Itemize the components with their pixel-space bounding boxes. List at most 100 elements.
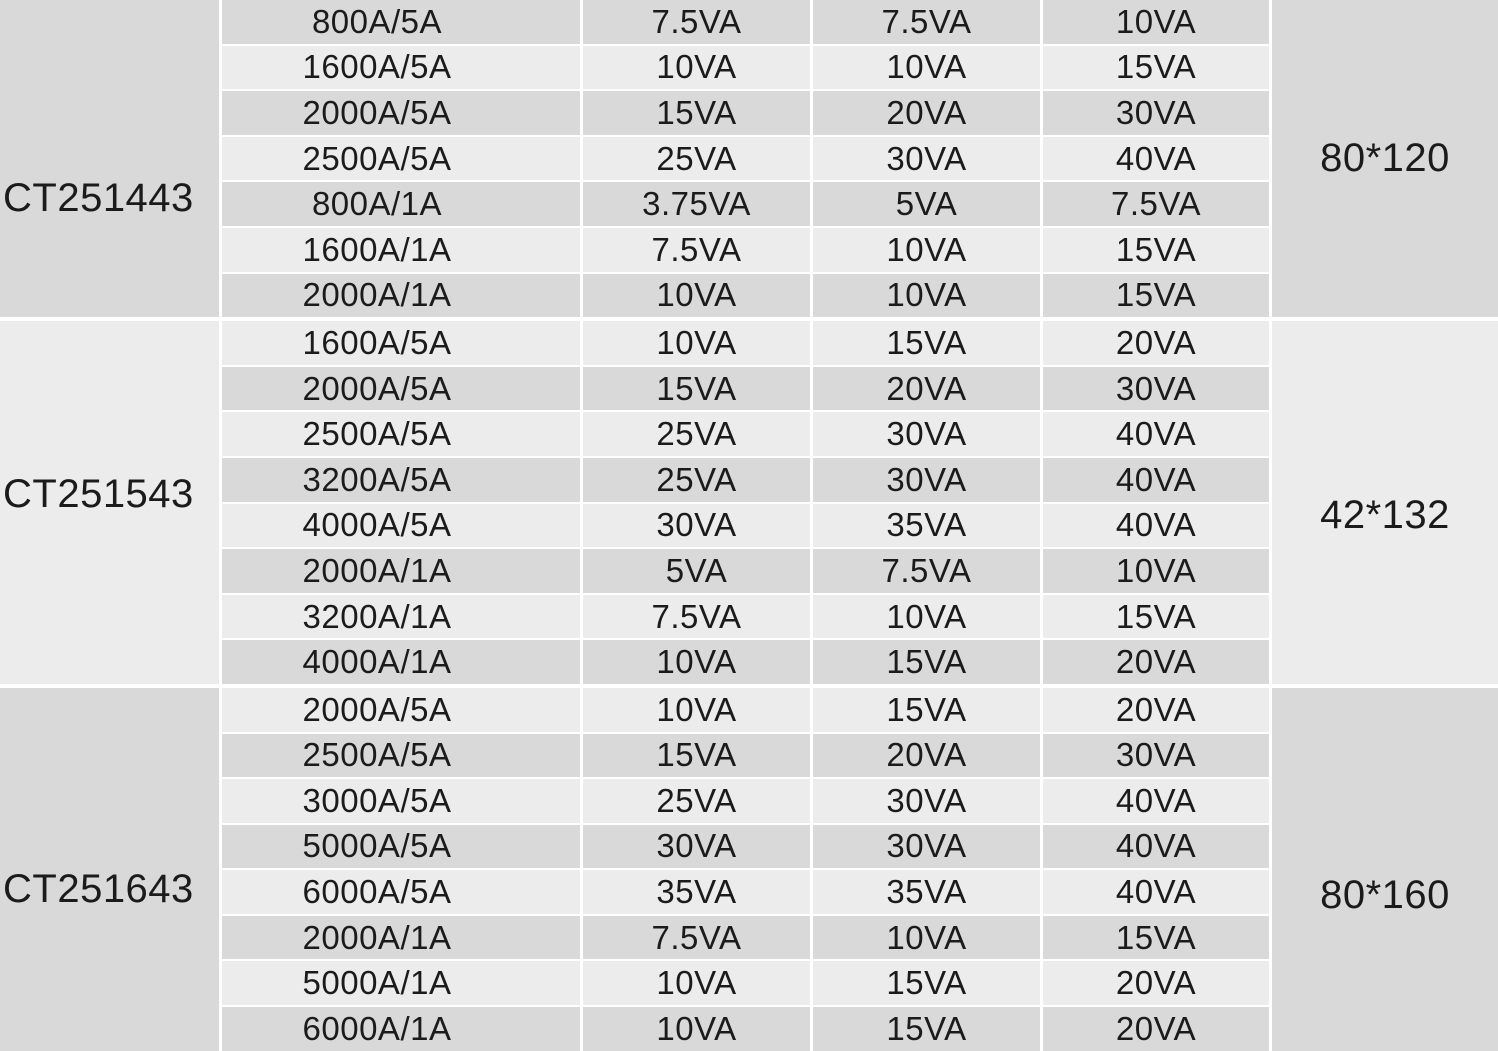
dimensions-label: 80*160 bbox=[1320, 872, 1450, 917]
va-burden-cell: 30VA bbox=[813, 779, 1040, 823]
va-burden-cell: 30VA bbox=[583, 503, 810, 548]
model-section: CT251543 1600A/5A 10VA 15VA 20VA 2000A/5A 15VA… bbox=[0, 321, 1498, 684]
ratio-cell: 4000A/1A bbox=[222, 640, 580, 684]
va-burden-cell: 10VA bbox=[813, 45, 1040, 90]
ratio-cell: 1600A/5A bbox=[222, 45, 580, 90]
va-burden-cell: 15VA bbox=[813, 961, 1040, 1006]
model-label: CT251443 bbox=[3, 176, 194, 221]
model-cell: CT251443 bbox=[0, 0, 219, 318]
va-burden-cell: 7.5VA bbox=[813, 0, 1040, 44]
va-burden-cell: 40VA bbox=[1043, 824, 1269, 869]
va-burden-cell: 30VA bbox=[1043, 366, 1269, 411]
va-burden-cell: 7.5VA bbox=[583, 227, 810, 272]
va-burden-cell: 20VA bbox=[813, 366, 1040, 411]
va-burden-cell: 10VA bbox=[813, 915, 1040, 960]
va-burden-cell: 3.75VA bbox=[583, 182, 810, 226]
va-burden-cell: 40VA bbox=[1043, 136, 1269, 181]
va-burden-cell: 7.5VA bbox=[583, 0, 810, 44]
va-burden-cell: 40VA bbox=[1043, 779, 1269, 823]
va-burden-cell: 10VA bbox=[813, 227, 1040, 272]
ratio-cell: 1600A/5A bbox=[222, 321, 580, 365]
ratio-cell: 6000A/1A bbox=[222, 1007, 580, 1051]
va-burden-cell: 20VA bbox=[813, 91, 1040, 135]
ratio-cell: 2000A/1A bbox=[222, 549, 580, 593]
va-burden-cell: 25VA bbox=[583, 412, 810, 456]
va-burden-cell: 15VA bbox=[813, 687, 1040, 732]
va-burden-cell: 10VA bbox=[583, 1007, 810, 1051]
ratio-cell: 3200A/1A bbox=[222, 594, 580, 639]
va-burden-cell: 30VA bbox=[1043, 91, 1269, 135]
va-burden-cell: 15VA bbox=[813, 1007, 1040, 1051]
va-burden-cell: 35VA bbox=[813, 503, 1040, 548]
dimensions-cell: 42*132 bbox=[1272, 321, 1498, 684]
va-burden-cell: 35VA bbox=[813, 870, 1040, 914]
ratio-cell: 4000A/5A bbox=[222, 503, 580, 548]
va-burden-cell: 40VA bbox=[1043, 870, 1269, 914]
va-burden-cell: 30VA bbox=[813, 412, 1040, 456]
dimensions-cell: 80*120 bbox=[1272, 0, 1498, 318]
ratio-cell: 2500A/5A bbox=[222, 412, 580, 456]
va-burden-cell: 20VA bbox=[1043, 1007, 1269, 1051]
ratio-cell: 3000A/5A bbox=[222, 779, 580, 823]
va-burden-cell: 15VA bbox=[583, 366, 810, 411]
va-burden-cell: 10VA bbox=[583, 687, 810, 732]
va-burden-cell: 20VA bbox=[1043, 687, 1269, 732]
ratio-cell: 2500A/5A bbox=[222, 136, 580, 181]
model-section: CT251643 2000A/5A 10VA 15VA 20VA 2500A/5A 15VA… bbox=[0, 687, 1498, 1051]
va-burden-cell: 15VA bbox=[1043, 227, 1269, 272]
va-burden-cell: 15VA bbox=[1043, 45, 1269, 90]
ratio-cell: 6000A/5A bbox=[222, 870, 580, 914]
ratio-cell: 800A/5A bbox=[222, 0, 580, 44]
va-burden-cell: 15VA bbox=[813, 321, 1040, 365]
model-label: CT251543 bbox=[3, 472, 194, 517]
va-burden-cell: 30VA bbox=[813, 457, 1040, 502]
va-burden-cell: 10VA bbox=[583, 273, 810, 318]
va-burden-cell: 40VA bbox=[1043, 503, 1269, 548]
va-burden-cell: 15VA bbox=[813, 640, 1040, 684]
va-burden-cell: 40VA bbox=[1043, 412, 1269, 456]
va-burden-cell: 15VA bbox=[1043, 594, 1269, 639]
ratio-cell: 2000A/5A bbox=[222, 687, 580, 732]
model-cell: CT251543 bbox=[0, 321, 219, 684]
va-burden-cell: 30VA bbox=[813, 824, 1040, 869]
ratio-cell: 2000A/5A bbox=[222, 366, 580, 411]
model-label: CT251643 bbox=[3, 866, 194, 911]
ratio-cell: 3200A/5A bbox=[222, 457, 580, 502]
dimensions-cell: 80*160 bbox=[1272, 687, 1498, 1051]
va-burden-cell: 10VA bbox=[813, 594, 1040, 639]
va-burden-cell: 10VA bbox=[583, 961, 810, 1006]
va-burden-cell: 5VA bbox=[813, 182, 1040, 226]
ratio-cell: 5000A/1A bbox=[222, 961, 580, 1006]
va-burden-cell: 15VA bbox=[1043, 273, 1269, 318]
dimensions-label: 42*132 bbox=[1320, 493, 1450, 538]
ratio-cell: 2000A/5A bbox=[222, 91, 580, 135]
va-burden-cell: 10VA bbox=[583, 45, 810, 90]
va-burden-cell: 15VA bbox=[583, 733, 810, 778]
va-burden-cell: 7.5VA bbox=[813, 549, 1040, 593]
va-burden-cell: 15VA bbox=[583, 91, 810, 135]
va-burden-cell: 10VA bbox=[583, 321, 810, 365]
model-section: CT251443 800A/5A 7.5VA 7.5VA 10VA 1600A/5A 10V… bbox=[0, 0, 1498, 318]
va-burden-cell: 15VA bbox=[1043, 915, 1269, 960]
va-burden-cell: 20VA bbox=[1043, 640, 1269, 684]
ratio-cell: 800A/1A bbox=[222, 182, 580, 226]
va-burden-cell: 10VA bbox=[583, 640, 810, 684]
va-burden-cell: 30VA bbox=[1043, 733, 1269, 778]
va-burden-cell: 25VA bbox=[583, 457, 810, 502]
ratio-cell: 5000A/5A bbox=[222, 824, 580, 869]
va-burden-cell: 25VA bbox=[583, 779, 810, 823]
model-cell: CT251643 bbox=[0, 687, 219, 1051]
va-burden-cell: 20VA bbox=[1043, 961, 1269, 1006]
va-burden-cell: 10VA bbox=[1043, 549, 1269, 593]
ratio-cell: 1600A/1A bbox=[222, 227, 580, 272]
va-burden-cell: 10VA bbox=[813, 273, 1040, 318]
va-burden-cell: 30VA bbox=[813, 136, 1040, 181]
va-burden-cell: 10VA bbox=[1043, 0, 1269, 44]
va-burden-cell: 7.5VA bbox=[583, 594, 810, 639]
va-burden-cell: 40VA bbox=[1043, 457, 1269, 502]
va-burden-cell: 20VA bbox=[813, 733, 1040, 778]
va-burden-cell: 30VA bbox=[583, 824, 810, 869]
ratio-cell: 2000A/1A bbox=[222, 273, 580, 318]
va-burden-cell: 7.5VA bbox=[583, 915, 810, 960]
